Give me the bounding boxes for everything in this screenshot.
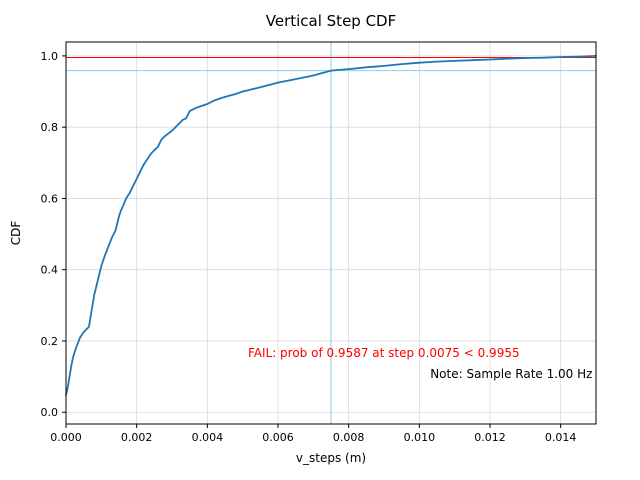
x-tick-label: 0.012 (474, 431, 506, 444)
chart-title: Vertical Step CDF (266, 12, 397, 30)
x-tick-label: 0.008 (333, 431, 365, 444)
x-axis-label: v_steps (m) (296, 451, 366, 465)
y-tick-label: 0.2 (41, 335, 59, 348)
y-tick-label: 1.0 (41, 50, 59, 63)
x-tick-label: 0.014 (545, 431, 577, 444)
x-tick-label: 0.004 (192, 431, 224, 444)
vertical-step-cdf-curve (65, 55, 597, 397)
fail-annotation: FAIL: prob of 0.9587 at step 0.0075 < 0.… (248, 346, 520, 360)
y-tick-label: 0.6 (41, 192, 59, 205)
x-tick-label: 0.000 (50, 431, 82, 444)
x-tick-label: 0.002 (121, 431, 153, 444)
y-tick-label: 0.0 (41, 406, 59, 419)
y-tick-label: 0.8 (41, 121, 59, 134)
y-axis-label: CDF (9, 221, 23, 246)
axes-spines (65, 41, 597, 425)
y-tick-label: 0.4 (41, 264, 59, 277)
sample-rate-note: Note: Sample Rate 1.00 Hz (430, 367, 592, 381)
x-tick-label: 0.006 (262, 431, 294, 444)
x-tick-label: 0.010 (404, 431, 436, 444)
